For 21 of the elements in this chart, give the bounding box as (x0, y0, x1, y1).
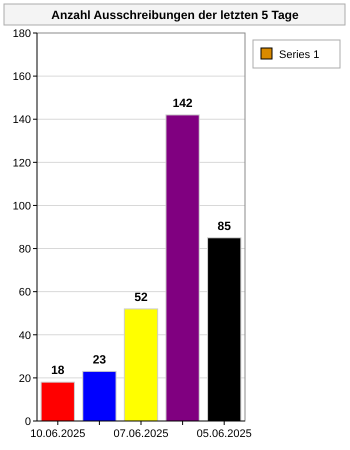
y-tick-label: 160 (12, 71, 31, 84)
x-tick-label: 05.06.2025 (196, 428, 252, 440)
data-label: 18 (51, 363, 65, 378)
y-tick-label: 60 (18, 286, 31, 299)
chart-title: Anzahl Ausschreibungen der letzten 5 Tage (51, 8, 300, 22)
text: Series 1 (279, 49, 320, 61)
data-label: 142 (172, 96, 193, 110)
y-tick-label: 80 (18, 244, 31, 256)
y-tick-label: 180 (12, 28, 31, 40)
y-tick-label: 0 (24, 416, 31, 428)
bar (40, 382, 75, 422)
x-tick-label: 07.06.2025 (113, 428, 169, 440)
data-label: 85 (218, 218, 232, 233)
y-tick-label: 140 (12, 114, 31, 126)
data-label: 23 (92, 352, 106, 366)
x-tick-label: 10.06.2025 (30, 428, 86, 440)
y-tick-label: 120 (12, 157, 31, 170)
y-tick-label: 40 (18, 330, 31, 342)
data-label: 52 (134, 290, 148, 304)
y-tick-label: 20 (18, 372, 31, 385)
y-tick-label: 100 (12, 200, 31, 212)
